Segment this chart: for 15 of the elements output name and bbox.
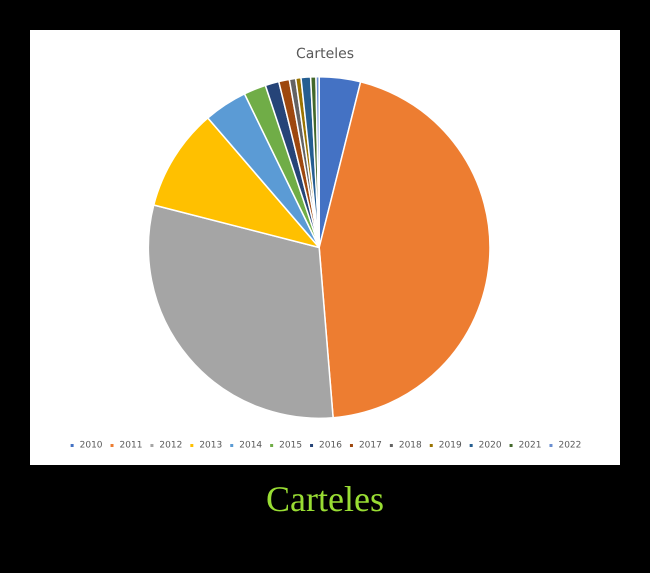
legend-label: 2018 — [398, 440, 422, 450]
legend-label: 2010 — [80, 440, 103, 450]
legend-label: 2021 — [518, 440, 542, 450]
legend-label: 2017 — [358, 440, 382, 450]
legend-label: 2015 — [279, 440, 302, 450]
legend-label: 2016 — [319, 440, 342, 450]
chart-title: Carteles — [296, 46, 354, 62]
legend-label: 2019 — [438, 440, 462, 450]
legend-label: 2012 — [159, 440, 182, 450]
legend-label: 2022 — [558, 440, 582, 450]
legend-label: 2020 — [478, 440, 502, 450]
legend-label: 2011 — [120, 440, 142, 450]
legend-label: 2013 — [199, 440, 222, 450]
text: Carteles — [265, 478, 385, 520]
legend-label: 2014 — [239, 440, 262, 450]
